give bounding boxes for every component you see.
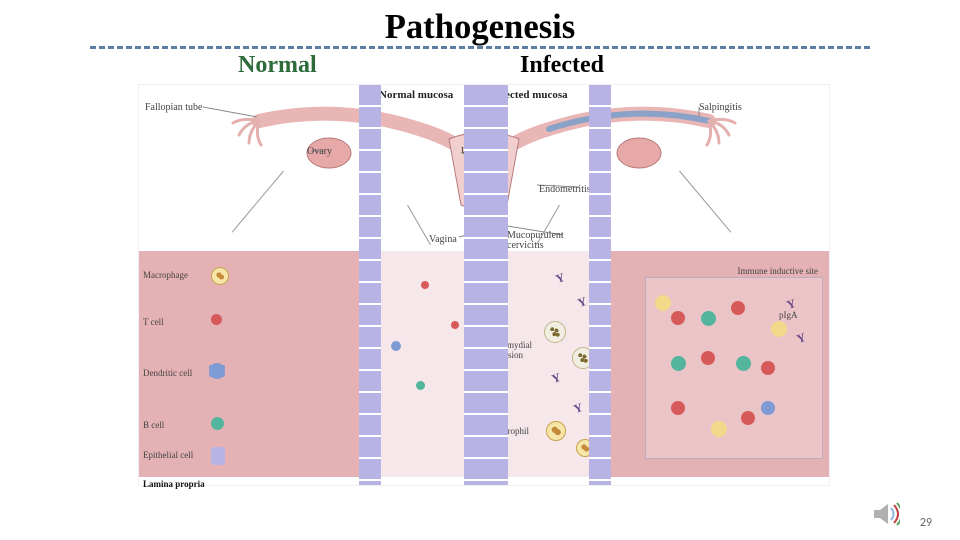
epithelium-col <box>464 85 486 485</box>
panel-infected-tissue: Immune inductive sitepIgAYY <box>611 251 829 477</box>
tissue-cell <box>671 356 686 371</box>
organ-label: Endometritis <box>539 185 591 195</box>
cell-legend-label: T cell <box>143 318 164 327</box>
lamina-propria-label: Lamina propria <box>143 479 205 499</box>
slide-title: Pathogenesis <box>0 8 960 47</box>
cell-legend-swatch <box>211 314 222 325</box>
tissue-cell <box>761 401 775 415</box>
lumen-cell <box>421 281 429 289</box>
antibody-icon: Y <box>554 270 567 287</box>
slide: { "title": {"text":"Pathogenesis","font_… <box>0 0 960 540</box>
cell-legend-swatch <box>211 365 223 377</box>
epithelium-col <box>589 85 611 485</box>
speaker-icon <box>872 500 900 528</box>
tissue-cell <box>731 301 745 315</box>
epithelium-col <box>486 85 508 485</box>
page-number: 29 <box>920 516 932 530</box>
immune-inductive-label: Immune inductive site <box>738 266 818 276</box>
tissue-cell <box>736 356 751 371</box>
tissue-cell <box>655 295 671 311</box>
organ-label: Salpingitis <box>699 103 742 113</box>
cell-legend-label: Dendritic cell <box>143 369 192 378</box>
cell-legend-label: Epithelial cell <box>143 451 193 460</box>
column-header-infected: Infected <box>520 52 604 79</box>
cell-legend-swatch <box>211 417 224 430</box>
antibody-icon: Y <box>572 400 585 417</box>
chlamydia-inclusion-icon <box>544 321 566 343</box>
tissue-cell <box>671 401 685 415</box>
tissue-cell <box>701 311 716 326</box>
tissue-cell <box>671 311 685 325</box>
organ-label: Vagina <box>429 235 457 245</box>
panel-normal-tissue: Macrophage T cell Dendritic cell B cell Epit… <box>139 251 359 477</box>
epithelium-col <box>359 85 381 485</box>
lumen-cell <box>416 381 425 390</box>
cell-legend-swatch <box>211 267 229 285</box>
tissue-cell <box>711 421 727 437</box>
tissue-cell <box>761 361 775 375</box>
antibody-icon: Y <box>550 370 563 387</box>
tissue-cell <box>701 351 715 365</box>
organ-label: Ovary <box>307 147 332 157</box>
cell-legend-label: Macrophage <box>143 271 188 280</box>
antibody-icon: Y <box>576 294 589 311</box>
cell-legend-swatch <box>211 447 225 465</box>
figure: Normal mucosa Infected mucosa <box>138 84 830 486</box>
cell-legend-label: B cell <box>143 421 164 430</box>
tissue-cell <box>741 411 755 425</box>
column-header-normal: Normal <box>238 52 317 79</box>
tissue-cell <box>771 321 787 337</box>
piga-label: pIgA <box>779 311 798 320</box>
lumen-cell <box>391 341 401 351</box>
organ-label: Fallopian tube <box>145 103 203 113</box>
title-divider <box>90 46 870 49</box>
neutrophil-icon <box>546 421 566 441</box>
lumen-cell <box>451 321 459 329</box>
